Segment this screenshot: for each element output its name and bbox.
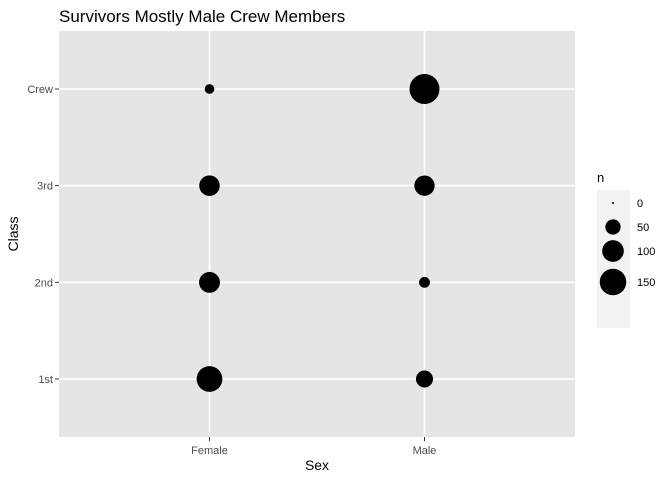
legend-title: n: [597, 170, 604, 185]
x-axis-title: Sex: [305, 457, 329, 473]
y-axis: 1st 2nd 3rd Crew: [27, 84, 59, 386]
point-male-1st: [415, 370, 434, 388]
legend-key-0: [612, 202, 614, 204]
y-tick-label-crew: Crew: [27, 84, 53, 96]
legend-label-50: 50: [637, 222, 649, 234]
point-female-3rd: [199, 175, 220, 196]
legend-label-0: 0: [637, 198, 643, 210]
legend-key-50: [605, 219, 621, 235]
y-tick-label-3rd: 3rd: [37, 181, 53, 193]
plot-panel: [59, 31, 575, 437]
point-male-3rd: [414, 175, 435, 196]
legend-label-100: 100: [637, 246, 655, 258]
point-female-crew: [204, 84, 215, 94]
chart-title: Survivors Mostly Male Crew Members: [59, 7, 345, 26]
y-tick-label-2nd: 2nd: [35, 277, 53, 289]
legend-key-100: [602, 240, 624, 262]
size-legend: n 0 50 100 150: [597, 170, 655, 328]
data-points: [196, 74, 440, 392]
point-male-crew: [409, 74, 440, 104]
point-male-2nd: [419, 276, 430, 288]
y-axis-title: Class: [5, 216, 21, 251]
legend-key-150: [599, 268, 627, 296]
x-tick-label-female: Female: [191, 445, 228, 457]
point-female-2nd: [199, 271, 220, 293]
x-axis: Female Male: [191, 437, 436, 457]
point-female-1st: [196, 366, 223, 392]
legend-label-150: 150: [637, 277, 655, 289]
y-tick-label-1st: 1st: [38, 374, 53, 386]
x-tick-label-male: Male: [413, 445, 437, 457]
